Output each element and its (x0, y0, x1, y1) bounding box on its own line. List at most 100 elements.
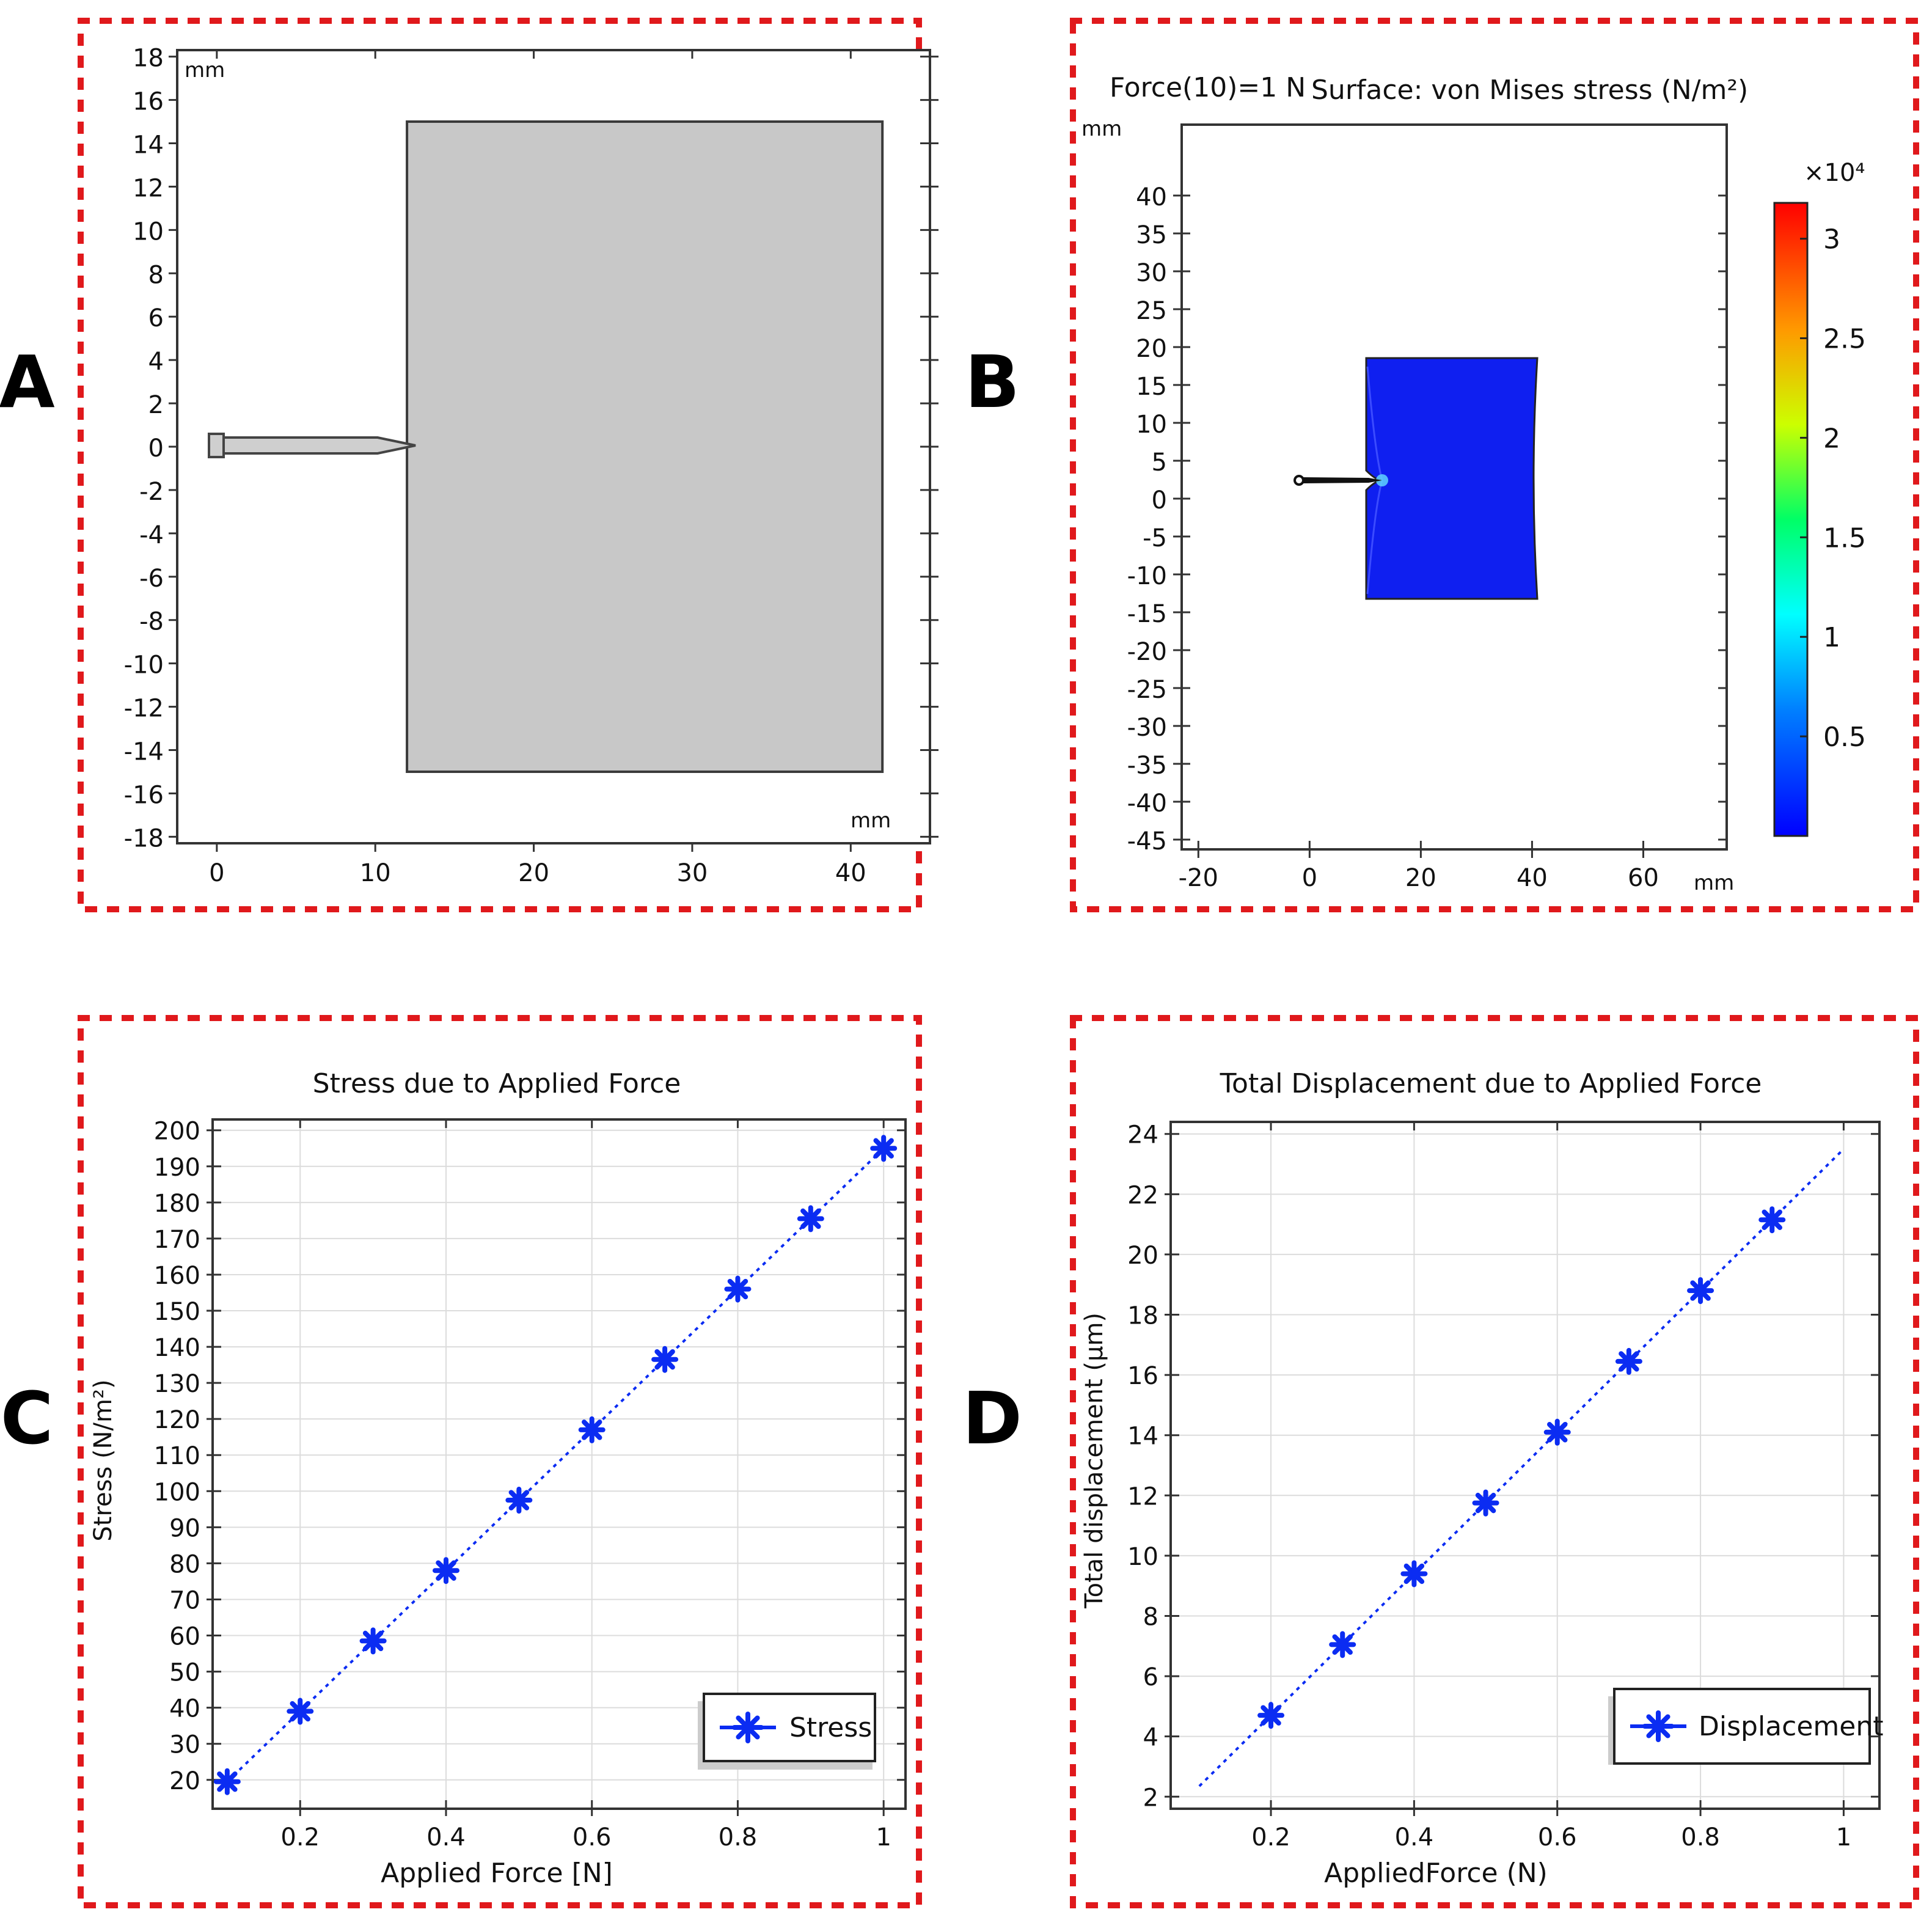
colorbar-tick-label: 3 (1823, 224, 1840, 255)
panel-a-y-tick-label: -12 (124, 695, 164, 723)
chart-c-data-point (724, 1275, 752, 1303)
panel-letter-c: C (1, 1376, 54, 1460)
panel-border-d (1070, 1015, 1919, 1908)
chart-c-y-tick-label: 150 (154, 1298, 200, 1326)
chart-c-data-point (578, 1416, 606, 1443)
panel-b-y-tick-label: -10 (1127, 562, 1167, 590)
chart-d-data-point (1329, 1631, 1356, 1658)
colorbar-tick-label: 2 (1823, 423, 1840, 454)
panel-a-needle (208, 433, 416, 458)
chart-d-legend-marker (1642, 1710, 1674, 1742)
chart-c-y-tick-label: 160 (154, 1262, 200, 1290)
panel-a-x-tick-label: 10 (360, 859, 391, 887)
chart-d-data-point (1472, 1489, 1499, 1517)
panel-b-y-tick-label: -30 (1127, 714, 1167, 742)
chart-c-markers (213, 1135, 898, 1795)
panel-b-y-tick-label: -15 (1127, 600, 1167, 628)
panel-b-y-tick-label: 35 (1136, 221, 1167, 249)
colorbar-tick-label: 2.5 (1823, 324, 1866, 355)
chart-c-y-tick-label: 40 (169, 1695, 200, 1723)
chart-c-data-point (213, 1768, 241, 1795)
chart-d-data-point (1687, 1277, 1714, 1305)
chart-d-y-tick-label: 6 (1143, 1663, 1158, 1691)
panel-b-unit-y: mm (1081, 117, 1122, 141)
panel-border-c (78, 1015, 922, 1908)
chart-c-x-tick-label: 0.8 (719, 1823, 758, 1852)
chart-c-ticks: 0.2 0.4 0.6 0.8 1203040506070809010011012013… (154, 1118, 906, 1852)
chart-c-y-tick-label: 130 (154, 1370, 200, 1398)
chart-c-title: Stress due to Applied Force (313, 1068, 681, 1099)
chart-d-x-tick-label: 0.2 (1251, 1823, 1290, 1852)
panel-b-y-tick-label: 25 (1136, 297, 1167, 325)
chart-d-y-tick-label: 18 (1127, 1302, 1158, 1330)
chart-d-legend-star (1642, 1710, 1674, 1742)
panel-b-x-tick-label: 0 (1302, 864, 1317, 892)
panel-a-y-tick-label: -6 (139, 565, 164, 593)
panel-a-y-tick-label: 12 (133, 174, 164, 202)
panel-a-y-tick-label: 2 (148, 391, 164, 419)
chart-d-y-tick-label: 2 (1143, 1784, 1158, 1812)
chart-c-data-point (797, 1205, 824, 1233)
chart-d-x-tick-label: 0.6 (1538, 1823, 1577, 1852)
panel-a-y-tick-label: -14 (124, 738, 164, 766)
chart-c-grid (213, 1119, 906, 1809)
chart-d-y-tick-label: 8 (1143, 1603, 1158, 1631)
panel-a-y-tick-label: 6 (148, 304, 164, 332)
chart-c-data-point (432, 1557, 459, 1584)
chart-d-y-tick-label: 10 (1127, 1543, 1158, 1571)
chart-c-y-tick-label: 90 (169, 1514, 200, 1542)
chart-c-x-tick-label: 0.6 (573, 1823, 612, 1852)
chart-c-data-point (870, 1135, 898, 1162)
panel-a-x-tick-label: 0 (209, 859, 224, 887)
chart-c-y-tick-label: 110 (154, 1442, 200, 1470)
panel-letter-b: B (965, 340, 1020, 424)
chart-c-y-tick-label: 190 (154, 1154, 200, 1182)
panel-b-header: Force(10)=1 N (1110, 72, 1306, 103)
panel-a-y-tick-label: -10 (124, 651, 164, 679)
chart-c-y-tick-label: 200 (154, 1118, 200, 1146)
chart-d-y-tick-label: 16 (1127, 1362, 1158, 1390)
panel-a-unit-top: mm (185, 58, 225, 82)
panel-a-y-tick-label: -8 (139, 608, 164, 636)
panel-b-x-tick-label: 40 (1517, 864, 1548, 892)
chart-c-data-point (287, 1698, 314, 1725)
panel-b-colorbar-exponent: ×10⁴ (1804, 159, 1865, 187)
panel-b-y-tick-label: -25 (1127, 676, 1167, 704)
panel-b-y-tick-label: 30 (1136, 259, 1167, 287)
colorbar-tick-label: 0.5 (1823, 722, 1866, 753)
chart-c-data-point (505, 1487, 533, 1514)
panel-a-y-tick-label: -18 (124, 824, 164, 852)
panel-a-x-tick-label: 20 (518, 859, 549, 887)
panel-b-ticks: -20 0 20 40 60 40 35 30 25 20 15 10 5 0 -5 -10 -15 -20 -25… (1127, 183, 1727, 892)
panel-a-x-tick-label: 30 (676, 859, 708, 887)
chart-d-x-tick-label: 1 (1836, 1823, 1851, 1852)
chart-d-ylabel: Total displacement (µm) (1080, 1313, 1108, 1609)
panel-a-unit-right: mm (851, 808, 891, 833)
panel-letter-a: A (0, 340, 55, 424)
panel-a-y-tick-label: 8 (148, 261, 164, 289)
chart-c-y-tick-label: 100 (154, 1478, 200, 1506)
panel-a-y-tick-label: 18 (133, 45, 164, 73)
chart-c-ylabel: Stress (N/m²) (89, 1379, 117, 1541)
chart-c-y-tick-label: 70 (169, 1586, 200, 1614)
panel-b-block (1365, 357, 1539, 600)
chart-c-legend: Stress (698, 1693, 876, 1770)
panel-letter-d: D (962, 1376, 1022, 1460)
chart-c-y-tick-label: 140 (154, 1334, 200, 1362)
chart-d-data-point (1758, 1206, 1786, 1234)
panel-b-y-tick-label: 20 (1136, 335, 1167, 363)
chart-c-x-tick-label: 0.2 (280, 1823, 320, 1852)
panel-b-title: Surface: von Mises stress (N/m²) (1311, 75, 1748, 106)
panel-a-y-tick-label: 10 (133, 218, 164, 246)
chart-d-legend: Displacement (1608, 1688, 1883, 1765)
panel-b-y-tick-label: -35 (1127, 752, 1167, 780)
panel-b-x-tick-label: 60 (1628, 864, 1659, 892)
chart-d-x-tick-label: 0.4 (1395, 1823, 1434, 1852)
panel-b-y-tick-label: 15 (1136, 373, 1167, 401)
chart-d-xlabel: AppliedForce (N) (1324, 1858, 1548, 1889)
chart-c-x-tick-label: 1 (876, 1823, 891, 1852)
panel-b-stress-map: Force(10)=1 N Surface: von Mises stress … (1081, 72, 1866, 895)
panel-a-x-tick-label: 40 (835, 859, 866, 887)
colorbar-tick-label: 1 (1823, 622, 1840, 653)
